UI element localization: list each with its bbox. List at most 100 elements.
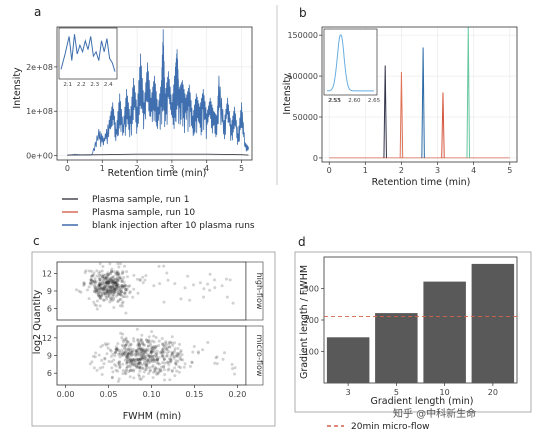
scatter-point [128,290,132,294]
scatter-point [98,284,102,288]
scatter-point [145,338,148,342]
scatter-point [102,298,106,302]
scatter-point [173,282,177,286]
scatter-point [140,355,144,359]
scatter-point [138,343,141,347]
scatter-point [110,294,114,298]
scatter-point [110,276,114,280]
scatter-point [114,280,118,284]
scatter-point [170,369,174,373]
scatter-point [117,284,121,288]
scatter-point [220,284,224,288]
scatter-point [115,286,119,290]
scatter-point [176,347,180,350]
scatter-point [124,311,128,315]
scatter-point [161,350,165,354]
scatter-point [115,270,119,274]
scatter-point [152,370,156,374]
scatter-point [173,349,177,353]
scatter-point [118,298,122,302]
scatter-point [113,287,117,291]
scatter-point [136,365,140,369]
scatter-point [176,355,180,358]
inset-a-tick-label: 2.1 [63,82,72,88]
scatter-point [145,360,149,364]
scatter-point [112,281,116,285]
scatter-point [137,358,141,362]
scatter-point [153,367,157,371]
scatter-point [136,350,140,354]
scatter-point [215,362,219,366]
scatter-point [114,345,118,349]
scatter-point [138,361,142,365]
scatter-point [118,351,122,354]
scatter-point [113,289,117,292]
scatter-point [111,291,115,295]
scatter-point [137,361,141,365]
scatter-point [108,277,112,281]
scatter-point [141,275,145,279]
scatter-point [141,348,145,352]
scatter-point [133,359,137,362]
scatter-point [108,279,112,283]
scatter-point [95,304,98,308]
scatter-point [95,291,99,295]
scatter-point [153,353,157,357]
scatter-point [161,355,164,358]
scatter-point [136,353,140,357]
scatter-point [82,281,86,285]
scatter-point [143,349,146,353]
scatter-point [98,270,102,274]
scatter-point [111,284,114,288]
scatter-point [111,275,114,279]
inset-b-tick-label: 2.60 [348,98,361,104]
scatter-point [143,359,147,362]
scatter-point [126,365,130,368]
scatter-point [167,350,171,353]
scatter-point [97,291,100,295]
scatter-point [143,278,147,282]
scatter-point [98,280,102,284]
scatter-point [137,340,141,344]
scatter-point [170,335,174,339]
scatter-point [97,276,101,280]
scatter-point [93,280,97,284]
scatter-point [136,291,140,295]
scatter-point [115,290,119,294]
scatter-point [129,347,133,351]
scatter-point [128,368,132,372]
scatter-point [132,337,136,340]
scatter-point [139,357,143,361]
scatter-point [130,368,134,372]
scatter-point [89,281,93,285]
scatter-point [156,357,160,361]
scatter-point [172,356,176,360]
y-tick-label: 6 [47,304,52,313]
scatter-point [98,304,102,308]
scatter-point [169,340,173,344]
scatter-point [117,292,121,296]
scatter-point [130,350,134,354]
scatter-point [136,338,140,342]
scatter-point [105,290,109,294]
scatter-point [115,283,119,287]
scatter-point [126,352,130,356]
scatter-point [123,371,127,375]
scatter-point [147,359,150,362]
scatter-point [110,375,114,379]
scatter-point [107,285,111,289]
scatter-point [105,281,109,285]
y-tick-label: 0e+00 [26,152,53,161]
scatter-point [98,283,101,286]
scatter-point [178,355,182,359]
scatter-point [89,278,93,282]
scatter-point [114,281,117,285]
scatter-point [120,353,124,356]
scatter-point [105,286,109,290]
scatter-point [138,358,142,362]
scatter-point [144,357,148,361]
panel-a-xlabel: Retention time (min) [108,168,207,179]
scatter-point [202,287,206,291]
scatter-point [146,359,150,363]
scatter-point [92,271,96,275]
